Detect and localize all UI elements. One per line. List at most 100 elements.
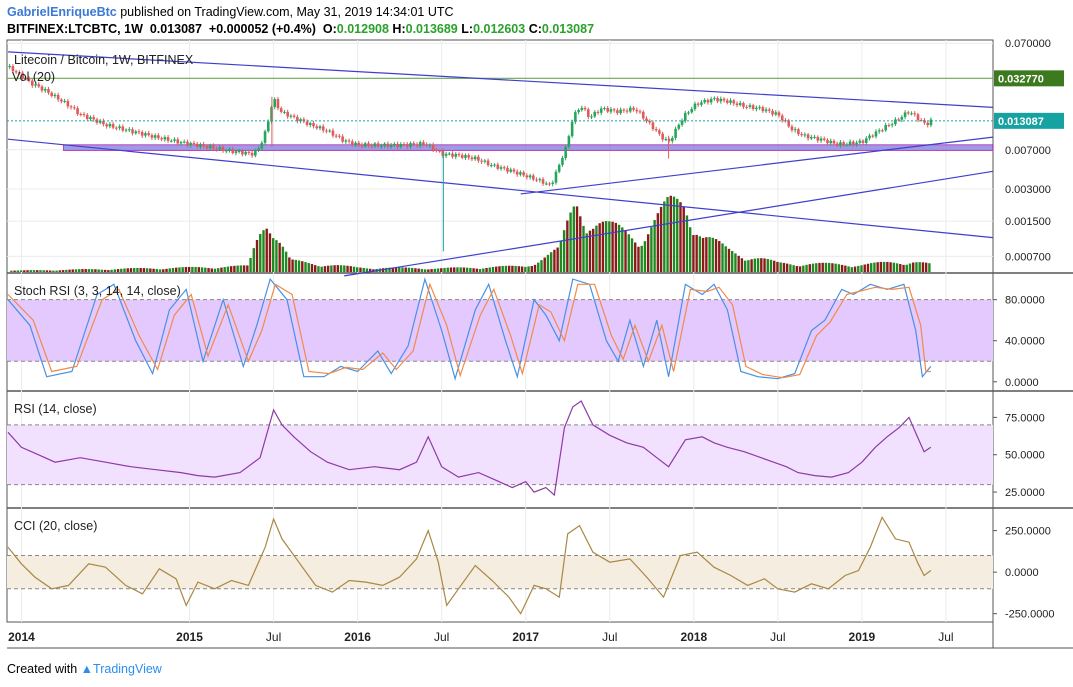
support-zone [62, 144, 994, 151]
volume-bar [281, 246, 285, 272]
candle-body [541, 179, 545, 184]
volume-bar [844, 265, 847, 272]
volume-bar [291, 259, 294, 272]
volume-bar [110, 269, 113, 272]
volume-bar [802, 265, 805, 272]
candle-body [622, 109, 626, 111]
stoch-rsi-title: Stoch RSI (3, 3, 14, 14, close) [14, 284, 181, 298]
candle-body [43, 89, 47, 91]
volume-bar [100, 269, 104, 272]
volume-bar [398, 267, 401, 272]
volume-bar [456, 267, 459, 272]
candle-body [671, 137, 674, 142]
volume-bar [588, 230, 592, 272]
volume-bar [284, 251, 288, 272]
candle-body [502, 167, 506, 169]
candle-body [137, 131, 141, 133]
volume-bar [10, 270, 13, 272]
candle-body [205, 146, 209, 149]
volume-bar [840, 264, 844, 272]
tradingview-brand[interactable]: TradingView [93, 662, 162, 676]
candle-body [577, 109, 580, 113]
volume-bar [773, 260, 776, 272]
candle-body [341, 136, 344, 142]
volume-bar [436, 268, 440, 272]
candle-body [82, 114, 86, 116]
volume-bar [543, 257, 546, 272]
candle-body [528, 175, 532, 178]
volume-bar [326, 265, 330, 272]
volume-bar [491, 266, 495, 272]
close-label: C: [528, 22, 542, 36]
volume-bar [433, 268, 437, 272]
author-link[interactable]: GabrielEnriqueBtc [7, 5, 117, 19]
candle-body [186, 141, 189, 146]
candle-body [202, 144, 205, 147]
candle-body [47, 89, 50, 93]
candle-body [402, 143, 406, 145]
candle-body [451, 153, 454, 157]
volume-bar [818, 262, 821, 272]
candle-body [66, 100, 70, 107]
volume-bar [737, 255, 740, 272]
volume-bar [569, 212, 572, 272]
candle-body [386, 143, 390, 147]
chart-canvas[interactable]: 2014 2015 Jul 2016 Jul 2017 Jul 2018 Jul 2019 Jul 0… [0, 0, 1073, 650]
volume-bar [795, 266, 799, 272]
stoch-rsi-band [7, 299, 993, 362]
volume-bar [453, 267, 456, 272]
volume-bar [905, 264, 908, 272]
volume-bar [36, 270, 39, 272]
candle-body [797, 129, 800, 135]
volume-bar [116, 269, 120, 272]
candle-body [674, 128, 677, 138]
volume-bar [614, 222, 618, 272]
volume-bar [562, 230, 566, 272]
candle-body [512, 169, 516, 172]
volume-bar [766, 258, 769, 272]
candle-body [609, 109, 613, 112]
candle-body [89, 117, 92, 120]
volume-bar [113, 269, 117, 272]
volume-bar [55, 270, 58, 272]
volume-bar [912, 262, 915, 272]
stoch-rsi-series-0 [7, 276, 932, 381]
candle-body [690, 108, 694, 113]
candle-body [768, 109, 771, 111]
candle-body [515, 171, 519, 175]
volume-bar [714, 239, 718, 272]
candle-body [532, 175, 535, 180]
candle-body [441, 150, 445, 156]
candle-body [758, 107, 761, 109]
candle-body [709, 98, 713, 103]
volume-bar [676, 198, 679, 272]
volume-bar [262, 230, 265, 272]
candle-body [221, 147, 225, 151]
candle-body [722, 98, 726, 101]
candle-body [787, 120, 791, 127]
candle-body [625, 110, 629, 112]
volume-bar [200, 267, 204, 272]
volume-bar [417, 268, 420, 272]
volume-bar [246, 265, 249, 272]
candle-body [774, 112, 778, 115]
candle-body [418, 142, 422, 146]
candle-body [464, 155, 467, 158]
candle-body [370, 145, 374, 147]
volume-bar [107, 270, 110, 272]
volume-bar [533, 264, 537, 272]
volume-bar [902, 264, 905, 272]
candle-body [338, 135, 341, 137]
volume-bar [537, 262, 540, 272]
candle-body [641, 111, 645, 119]
volume-bar [359, 267, 362, 272]
volume-bar [879, 261, 883, 272]
candle-body [658, 130, 661, 134]
candle-body [606, 108, 609, 112]
candle-body [215, 148, 218, 150]
volume-bar [242, 265, 246, 272]
volume-bar [611, 221, 614, 272]
volume-bar [13, 270, 16, 272]
low-value: 0.012603 [473, 22, 526, 36]
volume-bar [65, 269, 68, 272]
